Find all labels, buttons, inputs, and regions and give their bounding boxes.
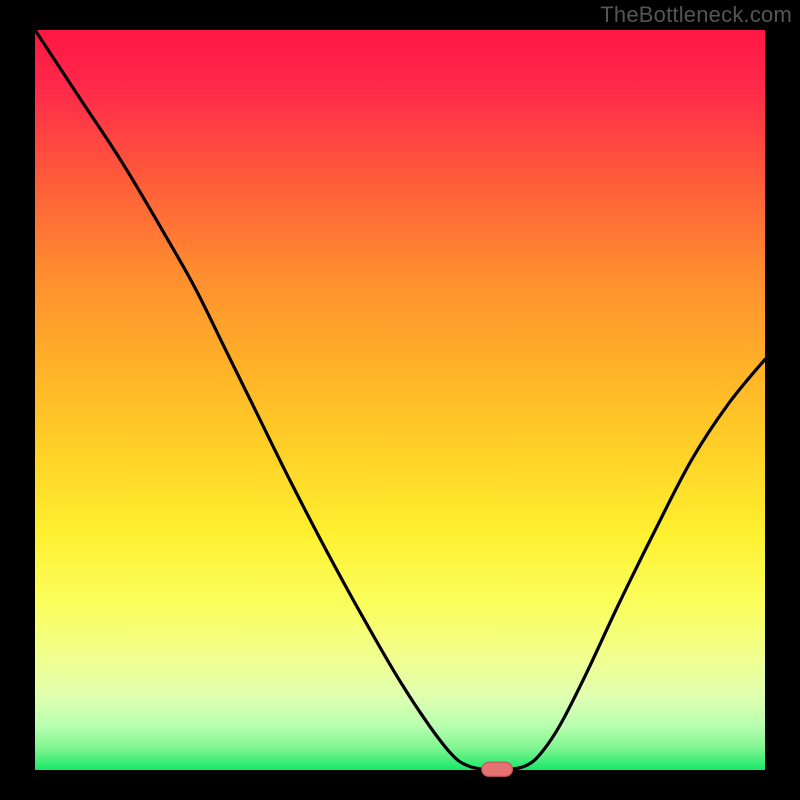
optimal-point-marker	[482, 762, 513, 776]
watermark-text: TheBottleneck.com	[600, 2, 792, 28]
chart-frame: TheBottleneck.com	[0, 0, 800, 800]
bottleneck-chart	[0, 0, 800, 800]
chart-plot-area	[35, 30, 765, 770]
